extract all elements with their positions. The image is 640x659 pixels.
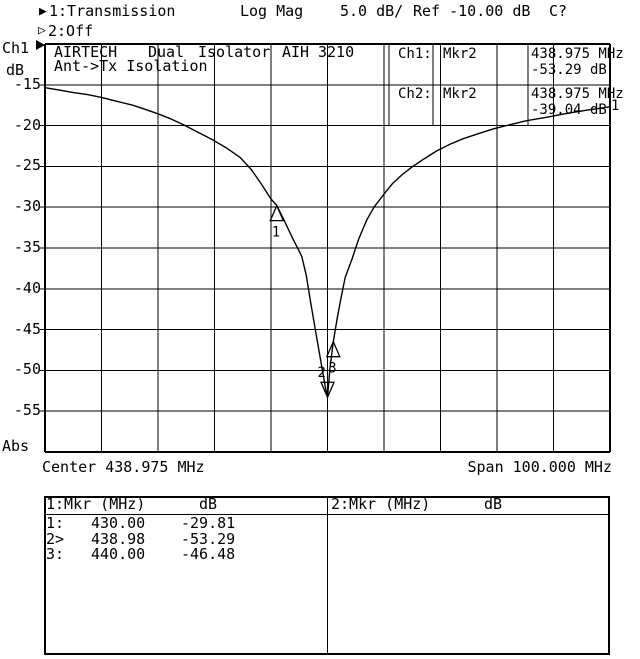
trace-title-token: Dual (148, 43, 185, 61)
header-token: 2:Off (48, 22, 94, 40)
y-tick-label: -35 (13, 238, 41, 256)
marker-table-row-id: 1: (46, 514, 65, 532)
y-tick-label: -30 (13, 197, 41, 215)
span-label: Span 100.000 MHz (467, 458, 613, 476)
readout-frequency-value: 438.975 MHz (531, 46, 624, 62)
y-tick-label: -55 (13, 401, 41, 419)
marker-table-row-id: 3: (46, 545, 65, 563)
y-tick-label: -15 (13, 75, 41, 93)
channel1-active-marker-icon: ▶ (39, 4, 47, 19)
readout-marker-label: Mkr2 (443, 86, 477, 102)
readout-db-value: -39.04 dB (531, 102, 607, 118)
trace-title-line2: Ant->Tx Isolation (54, 57, 208, 75)
marker-2-number-label: 2 (318, 365, 326, 381)
y-axis-bottom-label: Abs (2, 437, 30, 455)
trace-number-label: 1 (611, 98, 619, 114)
y-axis-unit-label: dB (6, 61, 25, 79)
y-tick-label: -50 (13, 360, 41, 378)
trace-title-token: 3210 (318, 43, 355, 61)
marker-table-divider (327, 498, 328, 653)
marker-table-unit-header: dB (484, 495, 503, 513)
y-tick-label: -25 (13, 156, 41, 174)
marker-1-symbol-icon (269, 204, 285, 222)
y-tick-label: -40 (13, 279, 41, 297)
marker-table-row-db: -29.81 (181, 514, 236, 532)
marker-3-number-label: 3 (328, 361, 336, 377)
marker-table-row-freq: 430.00 (91, 514, 146, 532)
trace-title-token: Isolator (198, 43, 271, 61)
readout-channel-label: Ch1: (398, 46, 432, 62)
trace-title-token: AIH (282, 43, 310, 61)
marker-table-header: 2:Mkr (MHz) (331, 495, 431, 513)
trace-ch1 (44, 87, 611, 398)
marker-1-number-label: 1 (272, 225, 280, 241)
marker-table-row-freq: 438.98 (91, 530, 146, 548)
channel2-inactive-marker-icon: ▷ (38, 23, 46, 38)
header-token: 5.0 dB/ (340, 2, 404, 20)
marker-3-symbol-icon (325, 340, 341, 358)
header-token: 1:Transmission (49, 2, 176, 20)
marker-table (44, 496, 610, 655)
marker-table-header-rule (46, 514, 608, 515)
readout-marker-label: Mkr2 (443, 46, 477, 62)
readout-db-value: -53.29 dB (531, 62, 607, 78)
marker-table-row-db: -53.29 (181, 530, 236, 548)
readout-channel-label: Ch2: (398, 86, 432, 102)
marker-table-row-db: -46.48 (181, 545, 236, 563)
header-token: C? (549, 2, 568, 20)
channel-label: Ch1 (2, 39, 30, 57)
marker-table-row-freq: 440.00 (91, 545, 146, 563)
channel-pointer-icon (36, 40, 45, 50)
readout-frequency-value: 438.975 MHz (531, 86, 624, 102)
trace-title-token: AIRTECH (54, 43, 118, 61)
center-frequency-label: Center 438.975 MHz (42, 458, 205, 476)
marker-table-header: 1:Mkr (MHz) (46, 495, 146, 513)
y-tick-label: -20 (13, 116, 41, 134)
header-token: Log Mag (240, 2, 304, 20)
marker-table-unit-header: dB (199, 495, 218, 513)
y-tick-label: -45 (13, 320, 41, 338)
marker-2-symbol-icon (320, 381, 336, 399)
marker-table-row-id: 2> (46, 530, 65, 548)
header-token: Ref -10.00 dB (413, 2, 531, 20)
